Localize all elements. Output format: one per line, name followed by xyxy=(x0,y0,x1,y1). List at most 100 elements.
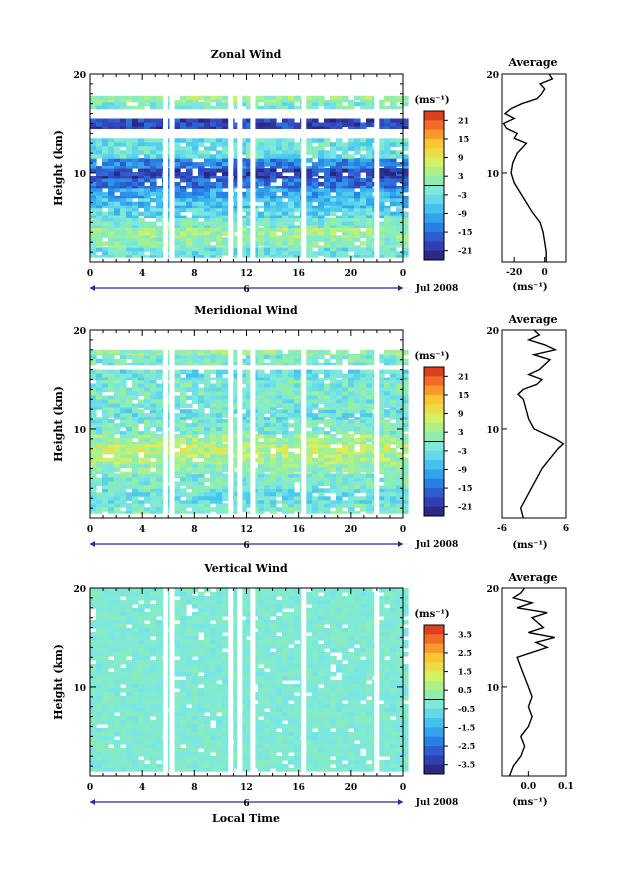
heatmap-cell xyxy=(90,168,97,173)
heatmap-cell xyxy=(348,195,355,199)
heatmap-cell xyxy=(396,197,403,203)
heatmap-cell xyxy=(390,457,397,463)
heatmap-cell xyxy=(270,138,277,143)
heatmap-cell xyxy=(114,162,121,167)
heatmap-cell xyxy=(318,477,325,483)
heatmap-cell xyxy=(330,146,337,151)
heatmap-cell xyxy=(90,413,97,418)
heatmap-cell xyxy=(276,185,283,189)
heatmap-cell xyxy=(174,592,181,597)
heatmap-cell xyxy=(360,379,367,385)
heatmap-cell xyxy=(336,485,343,489)
heatmap-cell xyxy=(288,463,295,469)
heatmap-cell xyxy=(306,481,313,487)
heatmap-cell xyxy=(258,600,265,605)
heatmap-cell xyxy=(396,477,403,483)
heatmap-cell xyxy=(402,588,409,593)
heatmap-cell xyxy=(108,176,115,179)
heatmap-cell xyxy=(342,231,349,236)
heatmap-cell xyxy=(222,461,229,465)
heatmap-cell xyxy=(108,433,115,439)
heatmap-cell xyxy=(174,166,181,169)
heatmap-cell xyxy=(396,105,403,110)
heatmap-cell xyxy=(246,463,253,469)
heatmap-cell xyxy=(126,443,133,449)
heatmap-cell xyxy=(384,433,391,439)
heatmap-cell xyxy=(132,99,139,103)
heatmap-cell xyxy=(402,608,409,613)
heatmap-cell xyxy=(366,596,373,601)
heatmap-cell xyxy=(294,377,301,381)
colorbar-segment xyxy=(424,413,444,424)
heatmap-cell xyxy=(270,353,277,356)
heatmap-cell xyxy=(384,168,391,173)
heatmap-cell xyxy=(366,592,373,597)
heatmap-cell xyxy=(318,377,325,381)
heatmap-cell xyxy=(324,162,331,167)
heatmap-cell xyxy=(294,201,301,207)
heatmap-cell xyxy=(312,612,319,617)
heatmap-cell xyxy=(192,373,199,379)
heatmap-cell xyxy=(246,138,253,143)
heatmap-cell xyxy=(354,511,361,514)
heatmap-cell xyxy=(324,503,331,508)
heatmap-cell xyxy=(204,500,211,504)
heatmap-cell xyxy=(150,172,157,177)
heatmap-cell xyxy=(90,481,97,487)
heatmap-cell xyxy=(390,592,397,597)
heatmap-cell xyxy=(306,473,313,479)
heatmap-cell xyxy=(174,187,181,193)
heatmap-cell xyxy=(288,492,295,497)
heatmap-cell xyxy=(390,604,397,609)
heatmap-cell xyxy=(198,154,205,159)
heatmap-cell xyxy=(204,616,211,621)
heatmap-cell xyxy=(306,417,313,420)
heatmap-cell xyxy=(186,362,193,366)
heatmap-cell xyxy=(270,399,277,405)
heatmap-cell xyxy=(336,419,343,424)
heatmap-cell xyxy=(180,255,187,258)
heatmap-cell xyxy=(294,172,301,177)
heatmap-cell xyxy=(198,353,205,356)
heatmap-cell xyxy=(330,247,337,252)
heatmap-cell xyxy=(390,441,397,445)
heatmap-cell xyxy=(264,492,271,497)
heatmap-cell xyxy=(174,373,181,379)
heatmap-cell xyxy=(174,511,181,514)
heatmap-cell xyxy=(138,225,145,228)
heatmap-cell xyxy=(264,245,271,248)
heatmap-cell xyxy=(342,142,349,147)
heatmap-cell xyxy=(138,211,145,217)
heatmap-cell xyxy=(144,417,151,420)
heatmap-cell xyxy=(348,126,355,129)
heatmap-cell xyxy=(276,500,283,504)
heatmap-cell xyxy=(402,166,409,169)
heatmap-cell xyxy=(144,197,151,203)
heatmap-cell xyxy=(210,441,217,445)
heatmap-cell xyxy=(174,181,181,187)
heatmap-cell xyxy=(96,197,103,203)
heatmap-cell xyxy=(132,457,139,463)
heatmap-cell xyxy=(258,403,265,409)
heatmap-cell xyxy=(210,95,217,101)
heatmap-cell xyxy=(210,158,217,163)
heatmap-cell xyxy=(348,101,355,107)
heatmap-cell xyxy=(132,488,139,493)
heatmap-cell xyxy=(258,215,265,219)
heatmap-cell xyxy=(204,433,211,439)
heatmap-cell xyxy=(126,461,133,465)
heatmap-cell xyxy=(318,154,325,159)
heatmap-cell xyxy=(312,227,319,232)
heatmap-cell xyxy=(294,245,301,248)
heatmap-cell xyxy=(222,126,229,129)
heatmap-cell xyxy=(288,500,295,504)
heatmap-cell xyxy=(318,500,325,504)
heatmap-cell xyxy=(402,99,409,103)
heatmap-cell xyxy=(282,500,289,504)
colorbar-segment xyxy=(424,194,444,205)
heatmap-cell xyxy=(276,473,283,479)
heatmap-cell xyxy=(204,172,211,177)
heatmap-cell xyxy=(192,362,199,366)
heatmap-cell xyxy=(276,225,283,228)
heatmap-cell xyxy=(138,172,145,177)
